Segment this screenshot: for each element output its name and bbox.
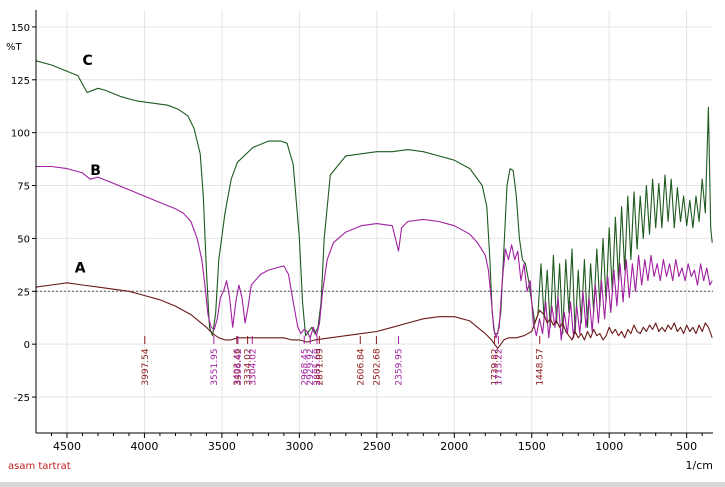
peak-label: 1448.57: [536, 348, 546, 385]
sample-name-label: asam tartrat: [8, 461, 71, 472]
peak-label: 2929.92: [306, 348, 316, 385]
grid-lines: [36, 10, 713, 433]
series-line-B: [36, 165, 713, 341]
peak-label: 3403.46: [233, 348, 243, 385]
series-label-C: C: [82, 53, 92, 69]
x-tick-label: 4500: [53, 440, 81, 453]
spectra-series: [35, 60, 713, 349]
x-axis-unit-label: 1/cm: [686, 459, 713, 472]
y-tick-label: 100: [11, 129, 30, 140]
series-label-B: B: [90, 163, 101, 179]
x-tick-label: 1000: [595, 440, 623, 453]
series-line-C: [35, 60, 713, 337]
y-tick-label: 25: [17, 287, 30, 298]
x-tick-label: 3000: [285, 440, 313, 453]
peak-label: 2359.95: [395, 348, 405, 385]
peak-label: 3304.02: [248, 348, 258, 385]
series-label-A: A: [75, 260, 86, 276]
peak-label: 1739.82: [491, 348, 501, 385]
peak-label: 3551.95: [210, 348, 220, 385]
x-tick-label: 2500: [363, 440, 391, 453]
peak-label: 2871.09: [315, 348, 325, 385]
peak-label: 2885.69: [313, 348, 323, 385]
peak-label: 2606.84: [356, 348, 366, 385]
peak-label: 2968.45: [300, 348, 310, 385]
series-labels: C B A: [75, 53, 101, 276]
peak-label: 1715.22: [494, 348, 504, 385]
x-tick-label: 2000: [440, 440, 468, 453]
y-tick-label: 125: [11, 76, 30, 87]
peak-label: 2502.68: [372, 348, 382, 385]
x-tick-label: 3500: [208, 440, 236, 453]
y-tick-label: 0: [24, 340, 30, 351]
y-tick-label: 150: [11, 23, 30, 34]
peak-label: 3396.42: [234, 348, 244, 385]
y-tick-label: -25: [14, 393, 30, 404]
x-tick-label: 500: [676, 440, 697, 453]
y-axis: 150 125 100 75 50 25 0 -25: [11, 10, 37, 433]
peak-label: 3997.54: [141, 348, 151, 385]
y-axis-label: %T: [6, 42, 23, 53]
x-tick-label: 4000: [130, 440, 158, 453]
y-tick-label: 50: [17, 234, 30, 245]
series-line-A: [35, 282, 713, 349]
x-tick-label: 1500: [518, 440, 546, 453]
peak-label: 3334.02: [244, 348, 254, 385]
x-axis: 4500 4000 3500 3000 2500 2000 1500 1000 500: [36, 432, 713, 453]
y-tick-label: 75: [17, 182, 30, 193]
